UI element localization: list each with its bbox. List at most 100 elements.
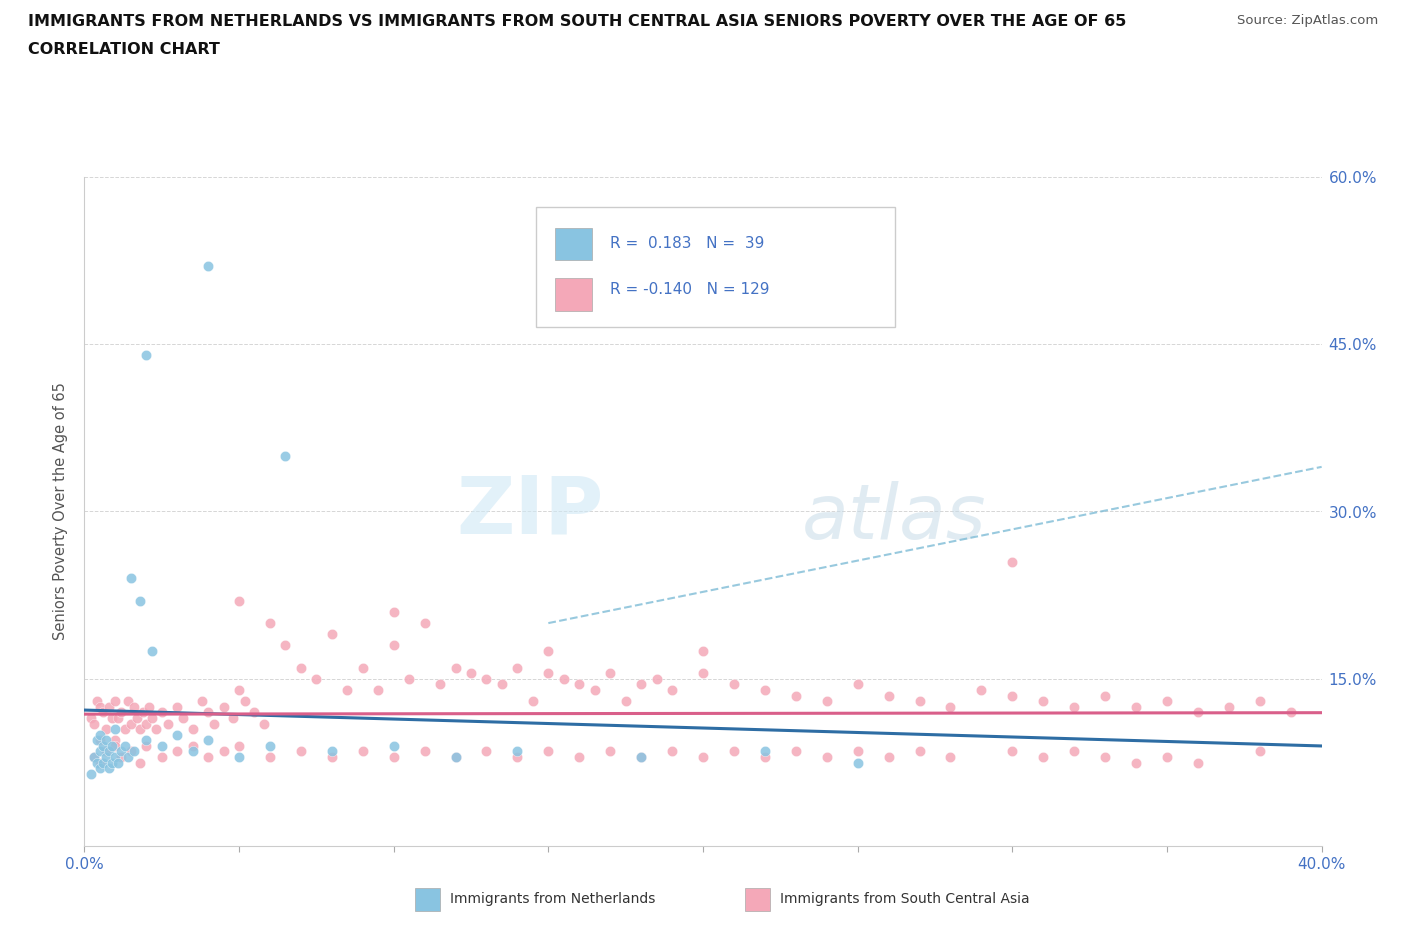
Point <box>1063 744 1085 759</box>
Point <box>150 738 173 753</box>
FancyBboxPatch shape <box>554 278 592 311</box>
Point <box>599 744 621 759</box>
Point <box>506 660 529 675</box>
Point <box>553 671 575 686</box>
Point <box>1032 694 1054 709</box>
Point <box>94 744 117 759</box>
Point <box>1125 755 1147 770</box>
Point <box>104 694 127 709</box>
Text: IMMIGRANTS FROM NETHERLANDS VS IMMIGRANTS FROM SOUTH CENTRAL ASIA SENIORS POVERT: IMMIGRANTS FROM NETHERLANDS VS IMMIGRANT… <box>28 14 1126 29</box>
Point <box>274 448 297 463</box>
Point <box>89 733 111 748</box>
Point <box>305 671 328 686</box>
Point <box>274 638 297 653</box>
Point <box>129 722 152 737</box>
Point <box>367 683 389 698</box>
Point <box>1094 750 1116 764</box>
Point <box>815 694 838 709</box>
Point <box>382 738 405 753</box>
Point <box>228 593 250 608</box>
Point <box>156 716 179 731</box>
Point <box>1249 744 1271 759</box>
Point <box>83 750 105 764</box>
Point <box>537 744 560 759</box>
Point <box>568 677 591 692</box>
Point <box>630 750 652 764</box>
Point <box>723 744 745 759</box>
Point <box>228 738 250 753</box>
Point <box>197 750 219 764</box>
Point <box>114 722 136 737</box>
Point <box>253 716 276 731</box>
Text: CORRELATION CHART: CORRELATION CHART <box>28 42 219 57</box>
Point <box>1249 694 1271 709</box>
Point <box>101 711 124 725</box>
Point <box>939 750 962 764</box>
Point <box>290 660 312 675</box>
Y-axis label: Seniors Poverty Over the Age of 65: Seniors Poverty Over the Age of 65 <box>53 382 69 641</box>
Point <box>222 711 245 725</box>
Point <box>117 750 139 764</box>
Point <box>429 677 451 692</box>
Point <box>846 744 869 759</box>
Point <box>614 694 637 709</box>
Point <box>382 638 405 653</box>
Point <box>630 750 652 764</box>
Point <box>413 744 436 759</box>
Point <box>259 616 281 631</box>
Point <box>202 716 225 731</box>
Point <box>460 666 482 681</box>
Point <box>444 660 467 675</box>
Point <box>413 616 436 631</box>
Point <box>1156 694 1178 709</box>
Point <box>83 716 105 731</box>
Point <box>91 738 114 753</box>
Point <box>89 727 111 742</box>
Point <box>181 744 204 759</box>
Point <box>89 761 111 776</box>
Point <box>122 699 145 714</box>
Point <box>661 683 683 698</box>
Point <box>846 677 869 692</box>
Point <box>135 348 157 363</box>
Point <box>129 593 152 608</box>
Point <box>91 755 114 770</box>
Point <box>692 644 714 658</box>
Point <box>114 738 136 753</box>
Point <box>141 711 163 725</box>
Point <box>506 750 529 764</box>
Point <box>132 705 155 720</box>
Point <box>120 744 142 759</box>
Point <box>398 671 420 686</box>
Point <box>79 711 101 725</box>
Point <box>754 683 776 698</box>
Point <box>444 750 467 764</box>
Point <box>86 694 108 709</box>
Point <box>117 694 139 709</box>
FancyBboxPatch shape <box>536 206 894 327</box>
Point <box>475 744 498 759</box>
Point <box>94 750 117 764</box>
Point <box>846 755 869 770</box>
Point <box>107 755 129 770</box>
Text: R =  0.183   N =  39: R = 0.183 N = 39 <box>610 236 765 251</box>
Point <box>723 677 745 692</box>
Point <box>908 744 931 759</box>
Text: Immigrants from South Central Asia: Immigrants from South Central Asia <box>780 892 1031 907</box>
Text: Source: ZipAtlas.com: Source: ZipAtlas.com <box>1237 14 1378 27</box>
Point <box>181 722 204 737</box>
Point <box>135 738 157 753</box>
Point <box>583 683 606 698</box>
Point <box>86 733 108 748</box>
Point <box>197 733 219 748</box>
Point <box>94 722 117 737</box>
Point <box>120 571 142 586</box>
Point <box>661 744 683 759</box>
Point <box>122 744 145 759</box>
Point <box>259 750 281 764</box>
Point <box>243 705 266 720</box>
Point <box>107 711 129 725</box>
Point <box>233 694 256 709</box>
Point <box>101 755 124 770</box>
Point <box>475 671 498 686</box>
